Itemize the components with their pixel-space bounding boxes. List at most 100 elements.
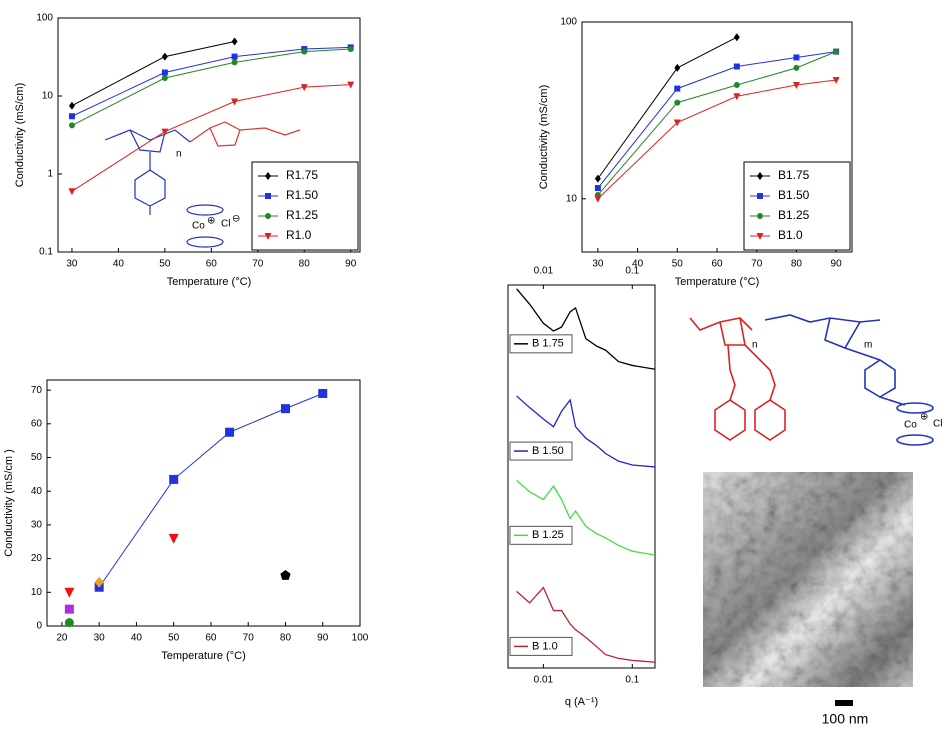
marker [68, 113, 75, 120]
structure-label: n [176, 149, 182, 160]
marker [757, 213, 763, 219]
marker [231, 98, 239, 106]
y-tick-label: 20 [31, 553, 43, 564]
marker [833, 48, 840, 55]
structure-label: Co [904, 420, 917, 431]
marker [225, 427, 235, 437]
marker [161, 128, 169, 136]
marker [280, 404, 290, 414]
y-tick-label: 100 [560, 17, 577, 28]
marker [793, 64, 800, 71]
x-tick-label: 20 [56, 633, 68, 644]
legend-label: B1.0 [778, 228, 803, 242]
marker [265, 193, 271, 199]
x-tick-label: 70 [252, 259, 264, 270]
x-tick-label: 0.1 [625, 675, 639, 686]
plot-frame [46, 379, 361, 627]
x-tick-label: 70 [243, 633, 255, 644]
legend-label: B1.50 [778, 188, 810, 202]
legend-label: B 1.75 [532, 338, 564, 350]
tem-shade [703, 472, 913, 687]
x-tick-label: 90 [317, 633, 329, 644]
scale-bar [835, 700, 853, 706]
marker [161, 75, 168, 82]
series-line [597, 36, 738, 179]
structure-left [104, 121, 301, 248]
x-tick-label: 100 [352, 633, 369, 644]
marker [68, 122, 75, 129]
marker [68, 188, 76, 196]
legend-label: B1.25 [778, 208, 810, 222]
marker [280, 570, 291, 580]
legend-label: B 1.25 [532, 529, 564, 541]
x-tick-label: 90 [831, 259, 843, 270]
x-tick-label: 50 [672, 259, 684, 270]
structure-label: ⊕ [207, 216, 215, 227]
legend-box [509, 636, 573, 656]
marker [300, 84, 308, 92]
y-tick-label: 100 [36, 13, 53, 24]
x-tick-label: 60 [711, 259, 723, 270]
plot-frame [507, 284, 656, 669]
legend-label: B 1.0 [532, 640, 558, 652]
marker [733, 82, 740, 89]
marker [161, 69, 168, 76]
legend-label: R1.75 [286, 168, 318, 182]
y-axis-title: Conductivity (mS/cm) [14, 83, 26, 188]
marker [594, 195, 602, 203]
y-tick-label: 30 [31, 520, 43, 531]
marker [792, 82, 800, 90]
x-tick-label: 50 [159, 259, 171, 270]
marker [64, 604, 74, 614]
y-tick-label: 10 [566, 193, 578, 204]
y-tick-label: 0 [36, 621, 42, 632]
marker [594, 185, 601, 192]
legend-label: B1.75 [778, 168, 810, 182]
y-tick-label: 40 [31, 486, 43, 497]
marker [674, 85, 681, 92]
structure-label: ⊖ [232, 214, 240, 225]
marker [231, 59, 238, 66]
marker [756, 233, 764, 240]
x-tick-label: 40 [131, 633, 143, 644]
marker [318, 388, 328, 398]
marker [231, 37, 238, 46]
structure-label: m [864, 340, 872, 351]
y-tick-label: 50 [31, 452, 43, 463]
x-tick-label-top: 0.01 [534, 266, 554, 277]
series-line [98, 393, 323, 588]
x-tick-label-top: 0.1 [625, 266, 639, 277]
series-line [516, 288, 656, 370]
legend-label: B 1.50 [532, 445, 564, 457]
x-tick-label: 80 [280, 633, 292, 644]
x-axis-title: Temperature (°C) [167, 276, 251, 288]
marker [64, 618, 74, 628]
marker [674, 63, 681, 72]
x-tick-label: 0.01 [534, 675, 554, 686]
structure-label: Cl [221, 219, 230, 230]
marker [793, 54, 800, 61]
x-tick-label: 30 [94, 633, 106, 644]
structure-label: n [752, 340, 758, 351]
x-tick-label: 50 [168, 633, 180, 644]
marker [757, 172, 763, 180]
x-tick-label: 40 [632, 259, 644, 270]
marker [64, 587, 75, 598]
marker [161, 52, 168, 61]
marker [169, 474, 179, 484]
legend-label: R1.50 [286, 188, 318, 202]
series-line [516, 479, 656, 556]
x-tick-label: 80 [791, 259, 803, 270]
structure-label: Cl [933, 419, 942, 430]
marker [674, 99, 681, 106]
x-axis-title: q (A⁻¹) [565, 696, 598, 708]
series-line [516, 395, 656, 468]
x-tick-label: 80 [299, 259, 311, 270]
series-line [516, 586, 656, 663]
y-tick-label: 0.1 [39, 247, 53, 258]
marker [733, 63, 740, 70]
x-tick-label: 30 [66, 259, 78, 270]
marker [832, 76, 840, 84]
x-axis-title: Temperature (°C) [161, 650, 245, 662]
